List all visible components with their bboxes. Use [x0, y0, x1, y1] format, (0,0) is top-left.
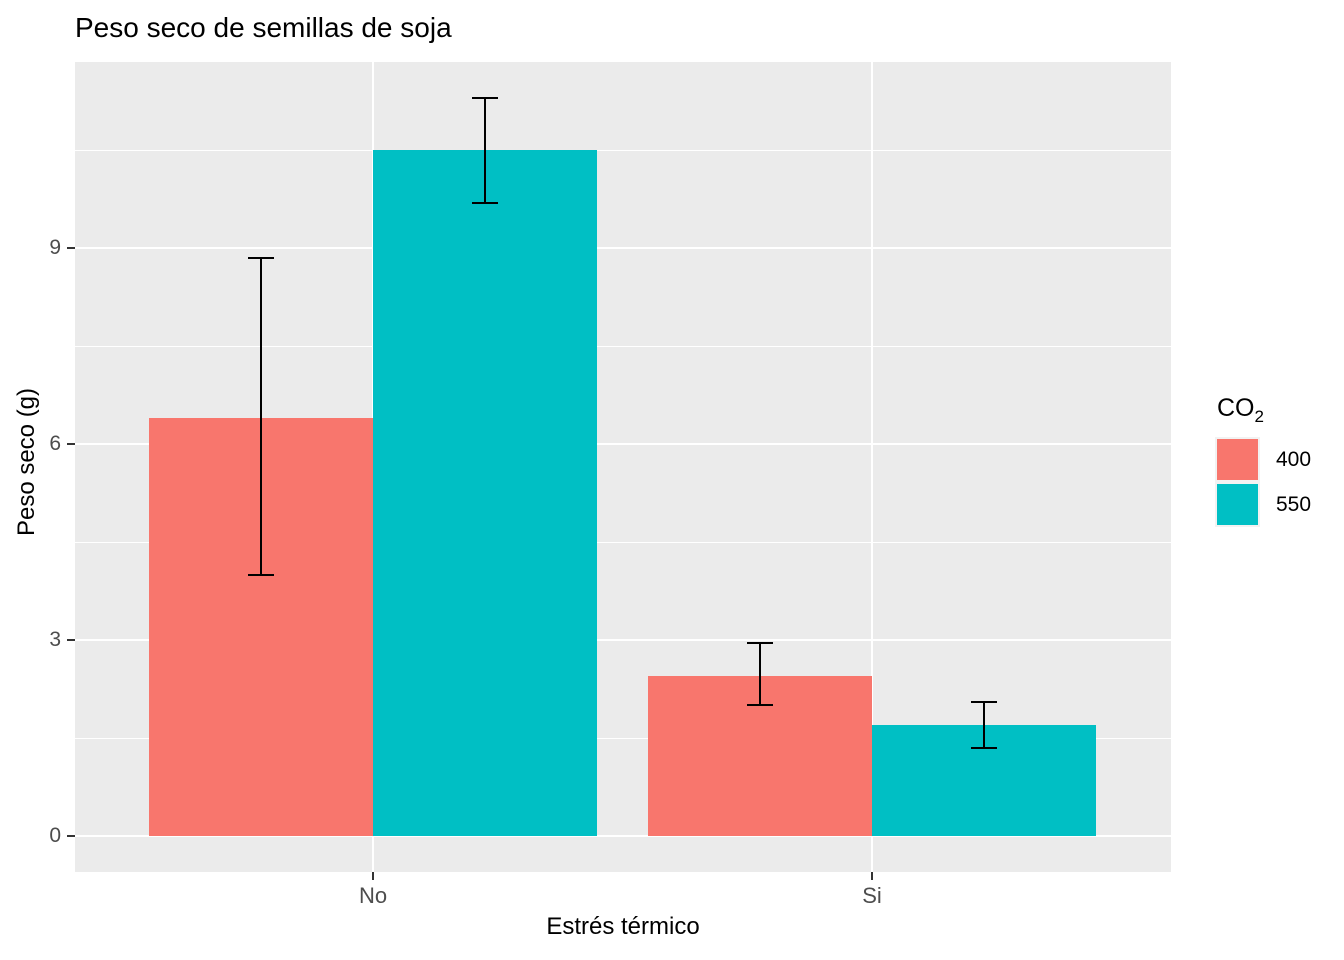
errorbar-line-si-550	[983, 702, 985, 748]
legend: CO2 400 550	[1215, 394, 1311, 527]
bar-no-550	[373, 150, 597, 836]
legend-item-label: 550	[1276, 492, 1312, 516]
legend-key-swatch-550	[1215, 482, 1260, 527]
errorbar-cap-bottom-si-400	[747, 704, 773, 707]
gridline-minor	[75, 149, 1171, 151]
legend-key-swatch-400	[1215, 437, 1260, 482]
legend-rows: 400 550	[1215, 437, 1311, 527]
y-tick-mark	[67, 443, 75, 446]
x-tick-label-no: No	[358, 883, 388, 908]
gridline-major	[75, 639, 1171, 642]
legend-item-550: 550	[1215, 482, 1311, 527]
x-tick-label-si: Si	[862, 883, 882, 908]
legend-title-subscript: 2	[1254, 407, 1264, 426]
gridline-minor	[75, 737, 1171, 739]
x-tick-mark	[871, 872, 873, 880]
chart-title: Peso seco de semillas de soja	[75, 12, 452, 43]
gridline-minor	[75, 541, 1171, 543]
errorbar-line-no-400	[260, 258, 262, 575]
legend-title-text: CO	[1217, 394, 1255, 422]
legend-key-fill-550	[1217, 484, 1258, 525]
x-axis-title: Estrés térmico	[546, 913, 700, 940]
y-tick-mark	[67, 247, 75, 250]
gridline-major	[75, 835, 1171, 837]
y-axis-title: Peso seco (g)	[13, 387, 40, 537]
gridline-minor	[75, 345, 1171, 347]
legend-item-label: 400	[1276, 447, 1312, 471]
y-tick-label: 6	[49, 432, 61, 456]
legend-title: CO2	[1217, 394, 1311, 426]
y-tick-label: 3	[49, 628, 61, 652]
x-tick-mark	[372, 872, 374, 880]
errorbar-cap-top-no-550	[472, 97, 498, 100]
y-tick-label: 9	[49, 236, 61, 260]
gridline-major	[75, 247, 1171, 250]
y-tick-mark	[67, 639, 75, 642]
legend-item-400: 400	[1215, 437, 1311, 482]
errorbar-cap-top-si-400	[747, 642, 773, 645]
errorbar-line-no-550	[484, 98, 486, 203]
errorbar-cap-bottom-si-550	[971, 746, 997, 749]
plot-panel	[75, 62, 1171, 872]
gridline-major	[75, 443, 1171, 446]
gridline-major-vertical	[871, 62, 873, 872]
y-tick-mark	[67, 835, 75, 837]
legend-key-fill-400	[1217, 439, 1258, 480]
errorbar-cap-top-si-550	[971, 701, 997, 704]
errorbar-cap-top-no-400	[248, 257, 274, 260]
errorbar-cap-bottom-no-400	[248, 573, 274, 576]
errorbar-line-si-400	[759, 643, 761, 706]
errorbar-cap-bottom-no-550	[472, 201, 498, 204]
y-tick-label: 0	[49, 824, 61, 847]
